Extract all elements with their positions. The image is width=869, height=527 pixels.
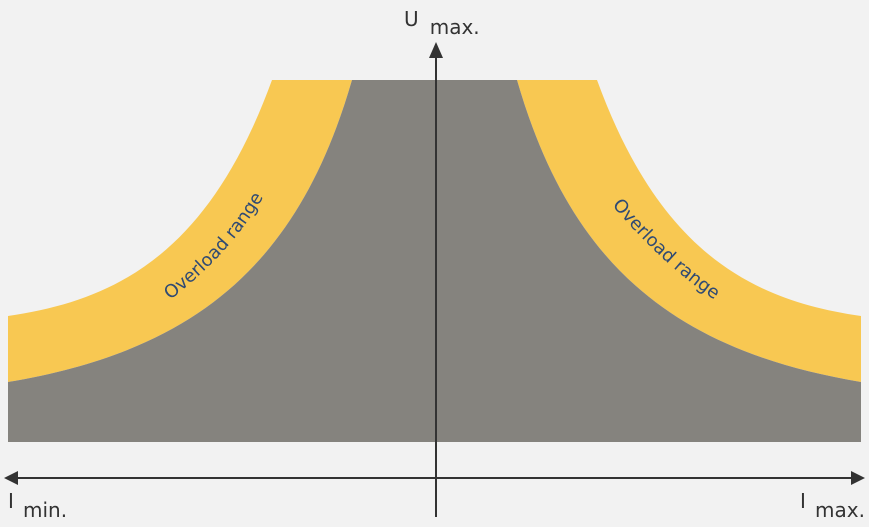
x-axis-left-arrowhead <box>4 471 18 485</box>
left-overload-band <box>8 80 352 382</box>
operating-area <box>8 80 861 442</box>
x-axis-min-label: I min. <box>8 489 67 522</box>
right-overload-band <box>517 80 861 382</box>
y-axis-arrowhead <box>429 42 443 58</box>
y-axis-label: U max. <box>404 7 480 39</box>
x-axis-max-label: I max. <box>800 489 865 522</box>
x-axis-right-arrowhead <box>851 471 865 485</box>
